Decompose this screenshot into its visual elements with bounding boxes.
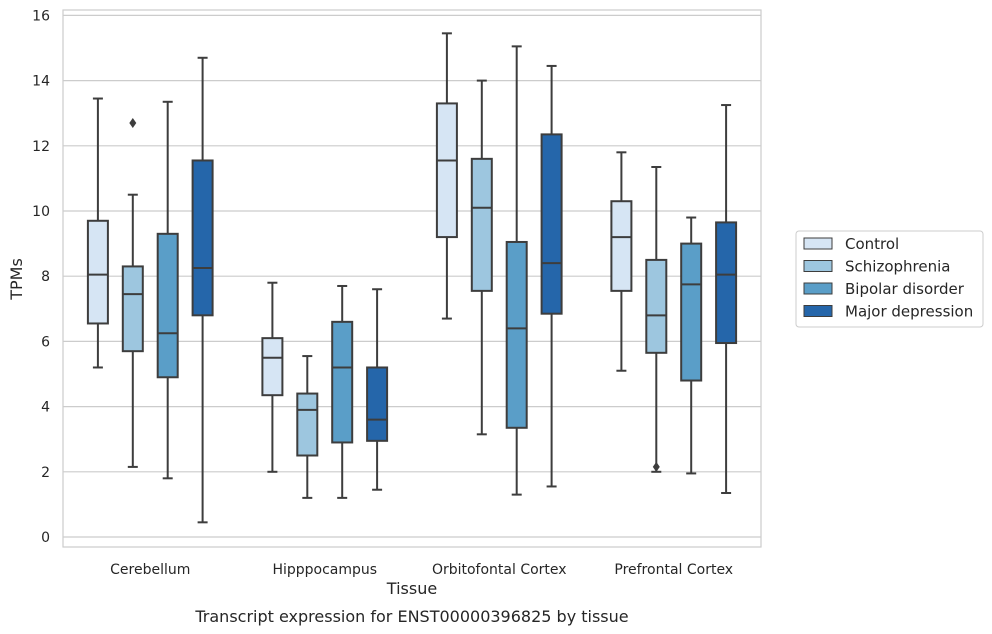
box-group bbox=[261, 281, 284, 473]
legend-swatch bbox=[803, 305, 833, 317]
box-group bbox=[470, 79, 493, 436]
box-group bbox=[156, 100, 179, 480]
chart-caption: Transcript expression for ENST0000039682… bbox=[194, 607, 628, 626]
box-group bbox=[540, 64, 563, 488]
plot-frame bbox=[62, 9, 762, 548]
x-tick-label: Prefrontal Cortex bbox=[614, 562, 733, 578]
box-iqr bbox=[331, 320, 354, 444]
box-group bbox=[191, 56, 214, 524]
box-group bbox=[505, 45, 528, 496]
legend-label: Major depression bbox=[845, 303, 973, 321]
box-iqr bbox=[121, 265, 144, 353]
legend-label: Bipolar disorder bbox=[845, 280, 965, 298]
box-iqr bbox=[470, 157, 493, 292]
box-iqr bbox=[540, 133, 563, 315]
y-tick-label: 16 bbox=[32, 8, 50, 24]
y-tick-label: 8 bbox=[41, 269, 50, 285]
box-iqr bbox=[156, 232, 179, 379]
y-tick-label: 12 bbox=[32, 139, 50, 155]
box-group bbox=[296, 355, 319, 499]
grid-layer bbox=[63, 14, 761, 538]
box-iqr bbox=[296, 392, 319, 457]
y-axis-label: TPMs bbox=[7, 258, 26, 301]
box-iqr bbox=[366, 366, 389, 442]
box-iqr bbox=[715, 221, 738, 345]
y-tick-label: 6 bbox=[41, 334, 50, 350]
box-group bbox=[435, 32, 458, 320]
legend-swatch bbox=[803, 282, 833, 295]
legend-label: Schizophrenia bbox=[845, 258, 950, 276]
box-group bbox=[331, 284, 354, 499]
legend-items: Control Schizophrenia Bipolar disorder Majo… bbox=[803, 235, 973, 321]
x-tick-label: Orbitofontal Cortex bbox=[432, 562, 567, 578]
x-axis-label: Tissue bbox=[386, 579, 437, 598]
x-tick-labels: Cerebellum Hipppocampus Orbitofontal Corte… bbox=[110, 562, 733, 578]
y-tick-label: 14 bbox=[32, 74, 50, 90]
box-iqr bbox=[610, 200, 633, 292]
box-group bbox=[610, 151, 633, 372]
legend-frame bbox=[795, 230, 984, 328]
box-group bbox=[715, 104, 738, 494]
box-group bbox=[86, 97, 109, 369]
box-iqr bbox=[261, 337, 284, 397]
box-group bbox=[366, 288, 389, 491]
box-iqr bbox=[645, 258, 668, 354]
box-iqr bbox=[86, 219, 109, 325]
legend-label: Control bbox=[845, 235, 899, 253]
box-group bbox=[680, 216, 703, 475]
box-iqr bbox=[680, 242, 703, 382]
x-tick-label: Cerebellum bbox=[110, 562, 190, 578]
y-tick-label: 4 bbox=[41, 400, 50, 416]
outlier-point bbox=[652, 461, 660, 472]
y-tick-label: 10 bbox=[32, 204, 50, 220]
box-group bbox=[645, 165, 668, 473]
y-tick-labels: 0 2 4 6 8 10 12 14 16 bbox=[32, 8, 50, 546]
box-group bbox=[121, 117, 144, 468]
legend-swatch bbox=[803, 237, 833, 250]
box-iqr bbox=[505, 240, 528, 429]
x-tick-label: Hipppocampus bbox=[272, 562, 377, 578]
y-tick-label: 0 bbox=[41, 530, 50, 546]
outlier-point bbox=[129, 117, 137, 128]
box-iqr bbox=[435, 102, 458, 239]
boxes-layer bbox=[86, 32, 738, 524]
box-iqr bbox=[191, 159, 214, 317]
legend-swatch bbox=[803, 260, 833, 272]
legend: Control Schizophrenia Bipolar disorder Majo… bbox=[795, 230, 984, 328]
y-tick-label: 2 bbox=[41, 465, 50, 481]
